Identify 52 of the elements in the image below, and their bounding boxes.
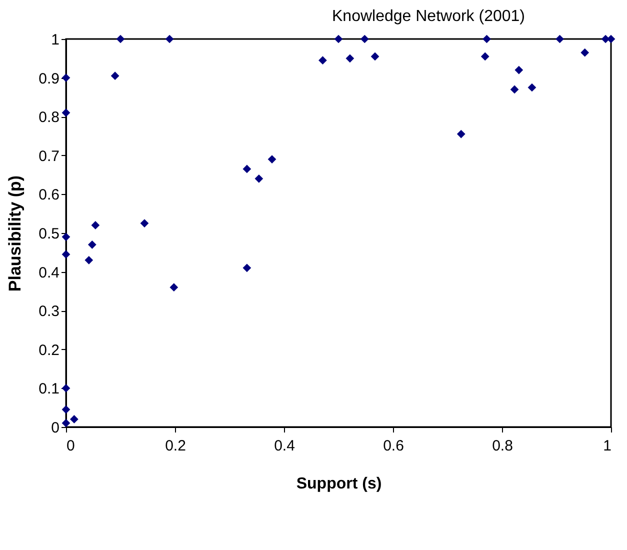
point bbox=[91, 221, 100, 230]
point bbox=[268, 155, 276, 164]
point bbox=[62, 108, 70, 117]
x-tick-label: 0.4 bbox=[274, 438, 295, 454]
x-tick-label: 0.6 bbox=[383, 438, 404, 454]
point bbox=[480, 52, 490, 61]
y-tick-label: 0.8 bbox=[38, 109, 60, 126]
x-tick-label: 1 bbox=[603, 438, 612, 454]
point bbox=[116, 34, 125, 44]
point bbox=[242, 264, 252, 272]
y-axis-title: Plausibility (p) bbox=[6, 175, 25, 292]
point bbox=[62, 405, 70, 414]
x-tick-label: 0.8 bbox=[492, 438, 513, 454]
point bbox=[370, 52, 380, 61]
point bbox=[580, 48, 590, 57]
point bbox=[510, 85, 519, 94]
y-tick-label: 1 bbox=[51, 32, 60, 48]
point bbox=[360, 34, 369, 44]
point bbox=[318, 56, 327, 65]
point bbox=[62, 250, 70, 259]
y-tick-label: 0.6 bbox=[38, 186, 60, 204]
y-tick-label: 0.1 bbox=[38, 380, 60, 398]
y-tick-label: 0.3 bbox=[38, 303, 60, 320]
point bbox=[62, 384, 70, 392]
x-tick-label: 0 bbox=[66, 438, 75, 454]
y-tick-label: 0 bbox=[51, 420, 60, 436]
point bbox=[334, 34, 343, 44]
point bbox=[242, 164, 252, 174]
point bbox=[528, 83, 536, 92]
point bbox=[70, 415, 78, 424]
y-tick-label: 0.9 bbox=[38, 70, 60, 88]
y-tick-label: 0.5 bbox=[38, 226, 60, 242]
y-tick-label: 0.4 bbox=[38, 264, 60, 282]
point bbox=[170, 283, 178, 292]
y-tick-label: 0.2 bbox=[38, 342, 60, 359]
point bbox=[84, 256, 94, 264]
y-tick-label: 0.7 bbox=[38, 148, 60, 165]
point bbox=[62, 74, 70, 82]
point bbox=[165, 34, 174, 44]
point bbox=[556, 34, 564, 44]
point bbox=[346, 54, 354, 63]
x-axis-title: Support (s) bbox=[296, 476, 382, 492]
x-tick-label: 0.2 bbox=[165, 438, 186, 454]
point bbox=[140, 219, 149, 228]
point bbox=[62, 232, 70, 242]
chart-title: Knowledge Network (2001) bbox=[332, 8, 525, 25]
point bbox=[254, 174, 264, 183]
point bbox=[482, 34, 491, 44]
point bbox=[456, 130, 466, 138]
point bbox=[110, 72, 120, 80]
point bbox=[88, 240, 96, 249]
point bbox=[514, 66, 524, 74]
